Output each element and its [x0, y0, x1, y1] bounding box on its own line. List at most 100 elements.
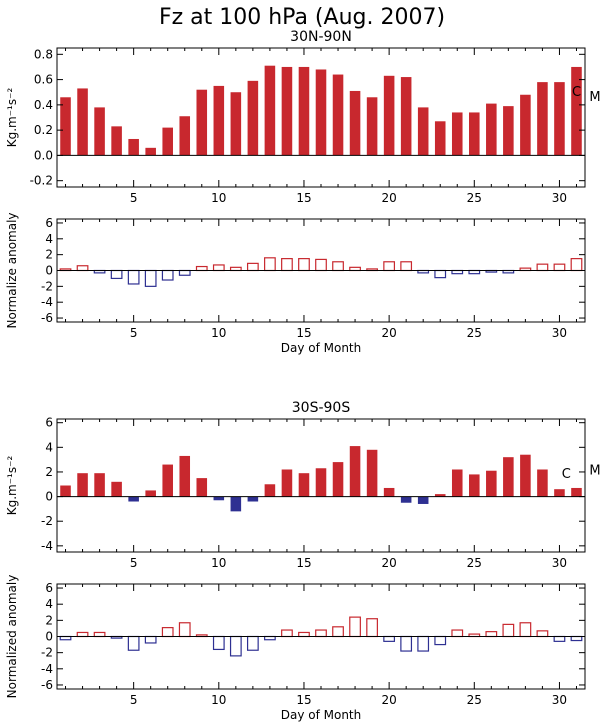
sh-fz-xtick-label: 5: [130, 556, 138, 570]
sh-fz-ytick-label: -4: [41, 539, 53, 553]
nh-anomaly-ytick-label: -6: [41, 311, 53, 325]
nh-anomaly-ytick-label: 6: [45, 216, 53, 230]
sh-fz-bar: [520, 454, 531, 497]
nh-fz-ytick-label: 0.0: [34, 148, 53, 162]
nh-fz-xtick-label: 30: [552, 191, 567, 205]
sh-fz-bar: [571, 487, 582, 497]
figure-title: Fz at 100 hPa (Aug. 2007): [159, 5, 445, 30]
nh-fz-bar: [264, 65, 276, 156]
nh-fz-bar: [332, 74, 344, 156]
nh-anomaly-xlabel: Day of Month: [281, 341, 362, 355]
nh-fz-xtick-label: 15: [296, 191, 311, 205]
nh-fz-xtick-label: 20: [381, 191, 396, 205]
nh-anomaly-xtick-label: 30: [552, 326, 567, 340]
sh-anomaly-bar: [349, 616, 361, 638]
panels: -0.20.00.20.40.60.85 10 15 20 25 3030N-90NKg.…: [5, 29, 600, 722]
nh-anomaly-bar: [264, 257, 276, 272]
nh-anomaly-xtick-label: 20: [381, 326, 396, 340]
nh-fz-bar: [469, 112, 480, 156]
sh-anomaly-bar: [93, 631, 106, 638]
nh-fz-xtick-label: 25: [467, 191, 482, 205]
nh-fz-bar: [77, 88, 88, 156]
nh-anomaly-bar: [434, 269, 447, 279]
sh-anomaly-bar: [383, 635, 396, 642]
sh-fz-ytick-label: 2: [45, 465, 53, 479]
sh-fz-bar: [400, 496, 412, 503]
sh-fz-ytick-label: 4: [45, 440, 53, 454]
nh-fz-marker-m: M: [589, 90, 600, 105]
sh-fz-bar: [298, 473, 310, 497]
sh-fz-bar: [145, 490, 156, 497]
nh-anomaly-bar: [144, 269, 157, 287]
nh-anomaly-bar: [212, 264, 225, 272]
sh-fz-xtick-label: 20: [381, 556, 396, 570]
sh-anomaly-bar: [570, 635, 583, 642]
nh-fz-bar: [298, 66, 310, 156]
sh-anomaly-ylabel: Normalized anomaly: [5, 575, 19, 699]
sh-anomaly-bar: [434, 635, 447, 646]
sh-fz-bar: [162, 464, 173, 497]
sh-anomaly-bar: [127, 635, 140, 651]
nh-anomaly-bar: [298, 258, 310, 272]
nh-fz-bar: [417, 107, 429, 156]
sh-anomaly-bar: [246, 635, 259, 651]
sh-fz-bar: [264, 484, 276, 497]
nh-fz-ytick-label: 0.4: [34, 98, 53, 112]
nh-fz-bar: [434, 121, 446, 156]
sh-fz-bar: [94, 473, 105, 497]
nh-anomaly-bar: [127, 269, 140, 285]
nh-fz-bar: [486, 103, 497, 156]
sh-anomaly-xtick-label: 30: [552, 693, 567, 707]
sh-anomaly-ytick-label: -6: [41, 678, 53, 692]
sh-fz-ytick-label: 6: [45, 416, 53, 430]
nh-fz-bar: [94, 107, 105, 156]
sh-anomaly-ytick-label: -4: [41, 662, 53, 676]
sh-fz-bar: [230, 496, 242, 512]
sh-fz-ytick-label: -2: [41, 514, 53, 528]
nh-anomaly-panel: -6 -4 -20 2 4 6 5 10 15 20 25 30 Day of Month Normali…: [5, 212, 586, 355]
nh-anomaly-xtick-label: 15: [296, 326, 311, 340]
sh-fz-bar: [60, 485, 71, 497]
nh-fz-xtick-label: 10: [211, 191, 226, 205]
sh-anomaly-bar: [536, 630, 549, 638]
sh-fz-bar: [128, 496, 139, 502]
sh-fz-bar: [196, 478, 208, 497]
sh-anomaly-bar: [553, 635, 566, 642]
nh-anomaly-xtick-label: 10: [211, 326, 226, 340]
nh-anomaly-xtick-label: 5: [130, 326, 138, 340]
sh-fz-bar: [366, 449, 378, 497]
nh-fz-bar: [281, 66, 293, 156]
sh-anomaly-bar: [519, 622, 532, 638]
sh-anomaly-bar: [315, 629, 327, 638]
sh-anomaly-bar: [451, 629, 464, 638]
nh-anomaly-bar: [110, 269, 123, 280]
nh-anomaly-ytick-label: -2: [41, 279, 53, 293]
sh-anomaly-xtick-label: 20: [381, 693, 396, 707]
nh-fz-bar: [179, 116, 191, 156]
nh-anomaly-bar: [383, 261, 396, 272]
sh-fz-bar: [77, 473, 88, 497]
sh-anomaly-bar: [400, 635, 413, 652]
sh-anomaly-ytick-label: 2: [45, 613, 53, 627]
sh-anomaly-bar: [417, 635, 430, 652]
nh-fz-bar: [60, 97, 71, 156]
nh-anomaly-bar: [332, 261, 344, 272]
nh-anomaly-ytick-label: 2: [45, 248, 53, 262]
sh-anomaly-bar: [366, 618, 378, 638]
sh-anomaly-bar: [281, 629, 293, 638]
sh-fz-panel: -4 -2 0 2 4 6 5 10 15 20 25 30 30S-90S Kg.m⁻¹s⁻² C M: [5, 400, 600, 570]
sh-fz-xtick-label: 25: [467, 556, 482, 570]
sh-anomaly-bar: [485, 631, 498, 638]
nh-anomaly-bar: [178, 269, 191, 276]
nh-anomaly-bar: [536, 263, 549, 272]
sh-fz-bar: [315, 468, 327, 497]
nh-fz-bar: [520, 94, 531, 156]
sh-fz-bar: [332, 462, 344, 497]
sh-anomaly-xtick-label: 25: [467, 693, 482, 707]
nh-fz-bar: [128, 138, 139, 156]
nh-fz-panel: -0.2 0.0 0.2 0.4 0.6 0.8 5 10 15 20 25 30 30N-90N Kg.…: [5, 29, 600, 205]
sh-fz-marker-m: M: [589, 463, 600, 478]
nh-fz-bar: [400, 77, 412, 156]
sh-fz-bar: [503, 457, 514, 497]
nh-fz-bar: [451, 112, 463, 156]
